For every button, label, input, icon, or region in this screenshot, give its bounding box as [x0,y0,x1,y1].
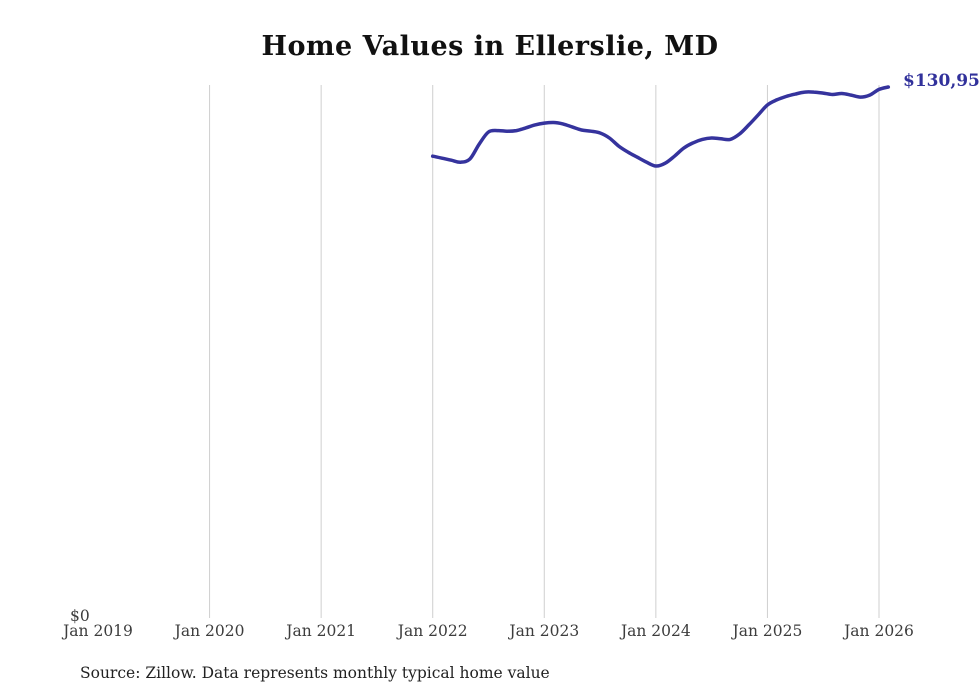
x-tick-label-jan-2026: Jan 2026 [844,622,914,640]
x-tick-label-jan-2023: Jan 2023 [509,622,580,640]
source-note: Source: Zillow. Data represents monthly … [80,664,550,682]
x-tick-label-jan-2022: Jan 2022 [397,622,468,640]
y-axis-zero-label: $0 [70,607,90,625]
x-tick-label-jan-2019: Jan 2019 [63,622,133,640]
x-tick-label-jan-2021: Jan 2021 [286,622,357,640]
x-tick-label-jan-2020: Jan 2020 [174,622,245,640]
end-value-label: $130,955 [903,71,980,91]
home-value-line [430,85,891,168]
x-tick-label-jan-2024: Jan 2024 [620,622,691,640]
chart-title: Home Values in Ellerslie, MD [261,31,719,62]
x-tick-label-jan-2025: Jan 2025 [732,622,803,640]
